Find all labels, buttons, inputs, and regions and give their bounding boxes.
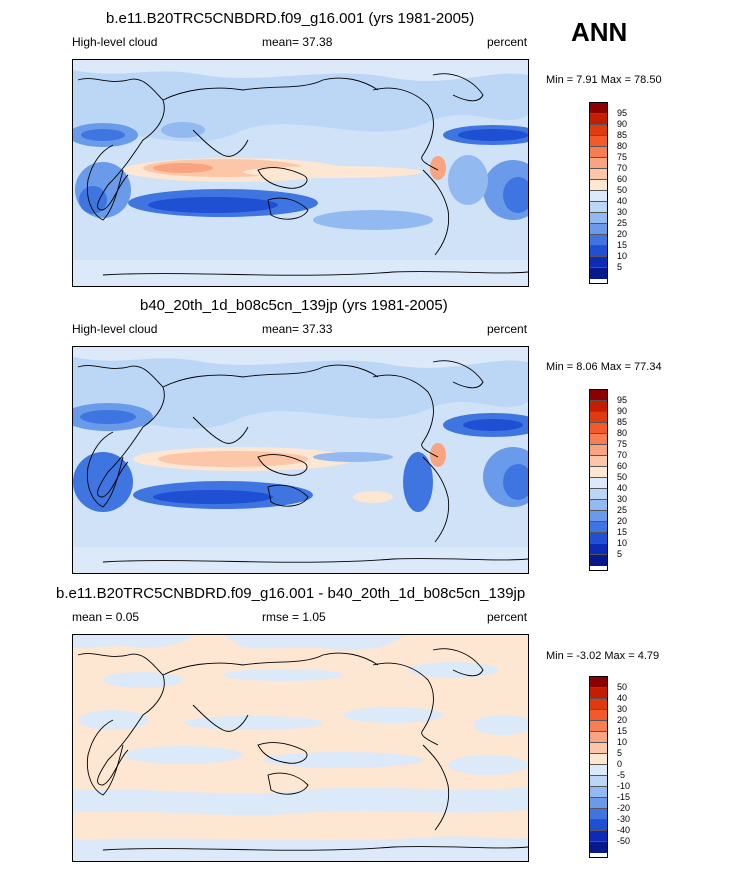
panel3-colorbar <box>589 676 608 858</box>
cbar-label: 25 <box>617 218 628 228</box>
cbar-label: 60 <box>617 174 628 184</box>
cbar-label: -15 <box>617 792 631 802</box>
cbar-label: 20 <box>617 229 628 239</box>
cbar-label: 30 <box>617 704 628 714</box>
season-label: ANN <box>571 17 628 47</box>
cbar-label: 15 <box>617 240 628 250</box>
cbar-label: 25 <box>617 505 628 515</box>
panel1-mean-label: mean= 37.38 <box>262 35 333 49</box>
cbar-label: -50 <box>617 836 631 846</box>
cbar-label: 40 <box>617 196 628 206</box>
cbar-label: 5 <box>617 262 623 272</box>
panel1-variable-label: High-level cloud <box>72 35 158 49</box>
cbar-label: 5 <box>617 549 623 559</box>
cbar-label: 0 <box>617 759 623 769</box>
panel1-title: b.e11.B20TRC5CNBDRD.f09_g16.001 (yrs 198… <box>106 10 475 27</box>
cbar-label: 10 <box>617 538 628 548</box>
panel3-mean-label: mean = 0.05 <box>72 610 140 624</box>
panel1-colorbar <box>589 102 608 284</box>
cbar-label: 90 <box>617 119 628 129</box>
cbar-label: 50 <box>617 185 628 195</box>
panel2-colorbar <box>589 389 608 571</box>
cbar-label: 40 <box>617 483 628 493</box>
cbar-label: 50 <box>617 682 628 692</box>
panel1-units-label: percent <box>487 35 528 49</box>
cbar-label: -5 <box>617 770 626 780</box>
panel3-units-label: percent <box>487 610 528 624</box>
cbar-label: 90 <box>617 406 628 416</box>
panel2-mean-label: mean= 37.33 <box>262 322 333 336</box>
cbar-label: 10 <box>617 251 628 261</box>
cbar-label: 85 <box>617 417 628 427</box>
panel2-title: b40_20th_1d_b08c5cn_139jp (yrs 1981-2005… <box>140 297 448 314</box>
panel3-minmax: Min = -3.02 Max = 4.79 <box>546 650 660 662</box>
panel1-minmax: Min = 7.91 Max = 78.50 <box>546 74 662 86</box>
panel2-map <box>72 346 529 574</box>
cbar-label: -10 <box>617 781 631 791</box>
cbar-label: 85 <box>617 130 628 140</box>
panel3-rmse-label: rmse = 1.05 <box>262 610 326 624</box>
cbar-label: 95 <box>617 108 628 118</box>
cbar-label: -40 <box>617 825 631 835</box>
cbar-label: 60 <box>617 461 628 471</box>
panel2-units-label: percent <box>487 322 528 336</box>
cbar-label: 75 <box>617 152 628 162</box>
cbar-label: 10 <box>617 737 628 747</box>
panel2-minmax: Min = 8.06 Max = 77.34 <box>546 361 662 373</box>
cbar-label: 70 <box>617 450 628 460</box>
cbar-label: 15 <box>617 527 628 537</box>
cbar-label: -20 <box>617 803 631 813</box>
cbar-label: 5 <box>617 748 623 758</box>
cbar-label: 75 <box>617 439 628 449</box>
cbar-label: 20 <box>617 715 628 725</box>
cbar-label: 30 <box>617 207 628 217</box>
panel1-map <box>72 59 529 287</box>
cbar-label: 30 <box>617 494 628 504</box>
cbar-label: 95 <box>617 395 628 405</box>
panel2-variable-label: High-level cloud <box>72 322 158 336</box>
cbar-label: 50 <box>617 472 628 482</box>
cbar-label: 80 <box>617 428 628 438</box>
cbar-label: 70 <box>617 163 628 173</box>
cbar-label: 80 <box>617 141 628 151</box>
cbar-label: 15 <box>617 726 628 736</box>
cbar-label: -30 <box>617 814 631 824</box>
cbar-label: 40 <box>617 693 628 703</box>
cbar-label: 20 <box>617 516 628 526</box>
panel3-title: b.e11.B20TRC5CNBDRD.f09_g16.001 - b40_20… <box>56 585 526 602</box>
panel3-map <box>72 634 529 862</box>
